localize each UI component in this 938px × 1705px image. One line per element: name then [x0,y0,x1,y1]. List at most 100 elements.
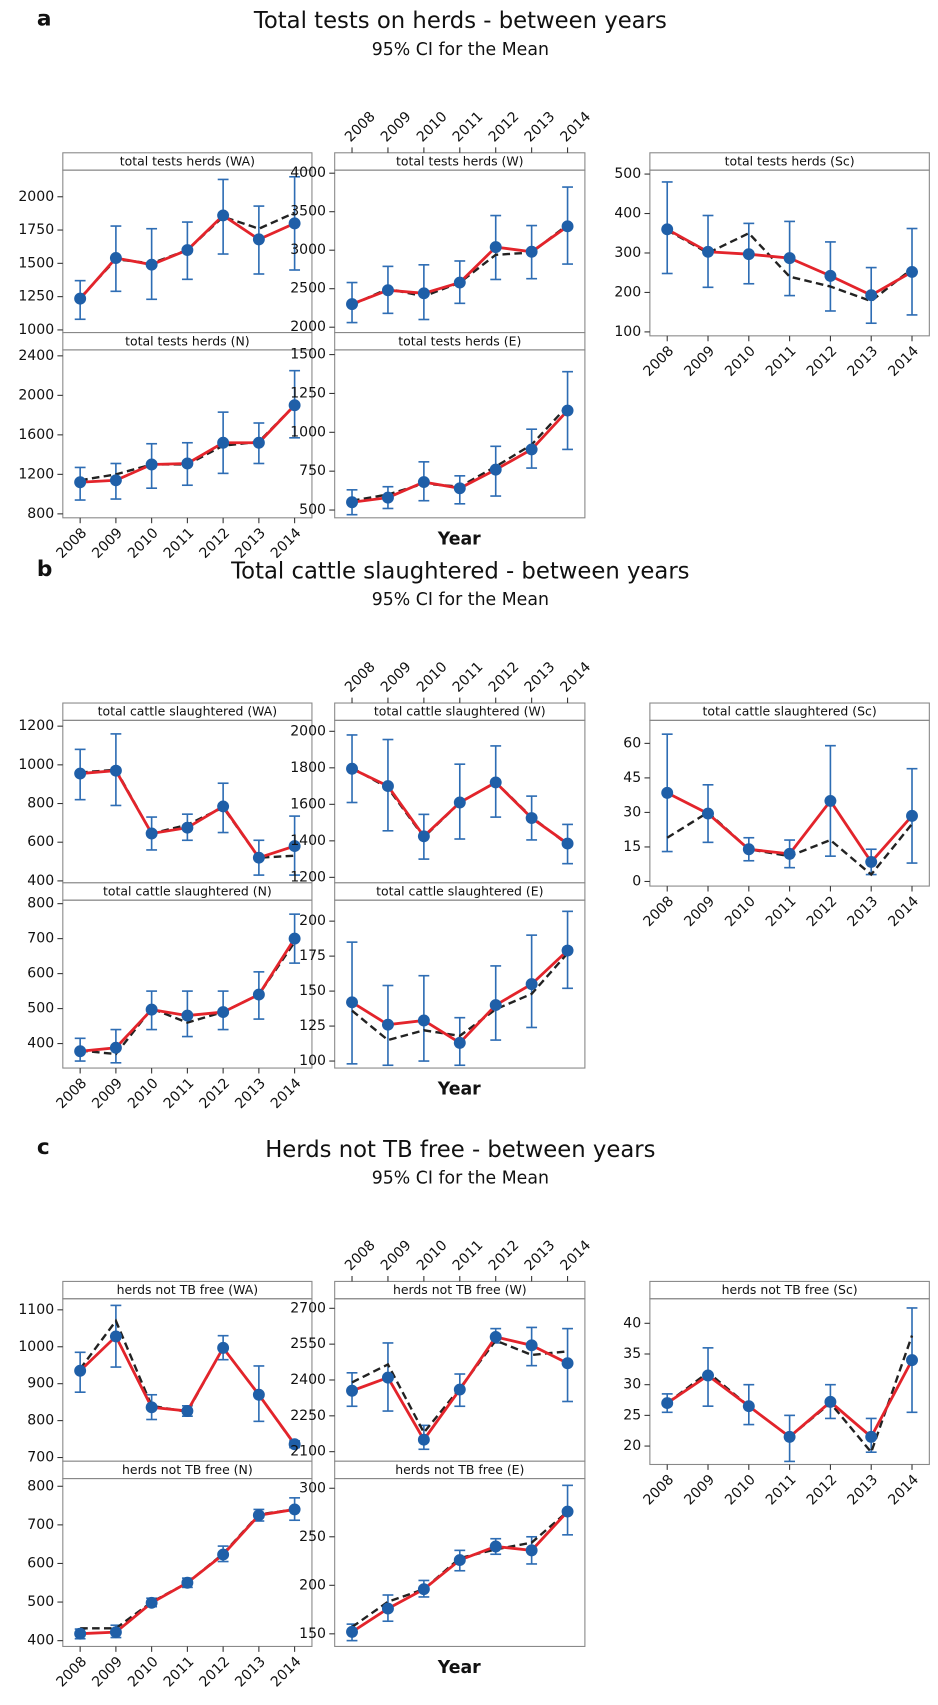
mean-marker [702,245,714,258]
x-tick-label: 2009 [681,893,718,930]
y-tick-label: 500 [27,1594,54,1610]
mean-marker [865,1430,878,1443]
x-tick-label: 2008 [342,1237,379,1274]
x-tick-label: 2010 [125,1654,162,1691]
mean-marker [561,944,574,957]
y-tick-label: 1250 [290,385,326,401]
mean-marker [783,1430,796,1443]
mean-marker [865,855,878,868]
x-tick-label: 2010 [414,659,451,696]
section-subtitle: 95% CI for the Mean [372,590,549,610]
x-tick-label: 2011 [161,525,198,562]
strip-title: total cattle slaughtered (Sc) [703,704,877,719]
mean-marker [109,1330,122,1343]
x-tick-label: 2013 [845,343,882,380]
x-tick-label: 2013 [232,1075,269,1112]
mean-marker [252,1509,265,1522]
y-tick-label: 700 [27,931,54,947]
x-tick-label: 2013 [232,525,269,562]
mean-marker [145,1003,158,1016]
mean-marker [661,1397,674,1410]
mean-marker [74,476,87,489]
mean-marker [252,1388,265,1401]
plot-frame [62,899,313,1069]
mean-marker [252,988,265,1001]
y-tick-label: 0 [632,873,641,889]
mean-marker [288,1438,301,1451]
mean-marker [217,1548,230,1561]
x-tick-label: 2012 [486,109,523,146]
y-tick-label: 30 [623,804,641,820]
mean-marker [217,1006,230,1019]
mean-marker [252,436,265,449]
mean-marker [453,276,466,289]
mean-marker [74,1045,87,1058]
y-tick-label: 2000 [290,319,326,335]
y-tick-label: 1500 [18,255,54,271]
x-tick-label: 2009 [681,343,718,380]
x-tick-label: 2014 [268,1075,305,1112]
x-tick-label: 2012 [486,659,523,696]
x-tick-label: 2013 [232,1654,269,1691]
mean-marker [702,1369,714,1382]
y-tick-label: 800 [27,896,54,912]
x-tick-label: 2009 [378,109,415,146]
strip-title: total tests herds (W) [396,153,523,168]
mean-marker [417,1433,430,1446]
panel-label: a [37,7,52,32]
mean-marker [288,932,301,945]
mean-marker [489,776,502,789]
y-tick-label: 45 [623,770,641,786]
mean-marker [381,491,394,504]
mean-marker [453,1383,466,1396]
mean-marker [525,978,538,991]
y-tick-label: 800 [27,1478,54,1494]
mean-marker [489,463,502,476]
x-tick-label: 2013 [522,109,559,146]
mean-marker [181,1576,194,1589]
x-tick-label: 2011 [450,109,487,146]
x-tick-label: 2011 [450,1237,487,1274]
mean-marker [489,1540,502,1553]
y-tick-label: 1200 [18,718,54,734]
y-tick-label: 500 [299,502,326,518]
mean-marker [181,821,194,834]
mean-marker [145,1401,158,1414]
x-tick-label: 2008 [342,659,379,696]
y-tick-label: 2000 [18,387,54,403]
x-tick-label: 2008 [641,1472,678,1509]
y-tick-label: 300 [299,1480,326,1496]
x-tick-label: 2011 [763,893,800,930]
x-tick-label: 2013 [845,893,882,930]
strip-title: total cattle slaughtered (N) [103,884,272,899]
y-tick-label: 1750 [18,222,54,238]
y-tick-label: 2400 [18,348,54,364]
mean-marker [217,800,230,813]
mean-marker [661,786,674,799]
strip-title: total cattle slaughtered (WA) [98,704,278,719]
mean-marker [181,457,194,470]
x-tick-label: 2010 [722,1472,759,1509]
y-tick-label: 400 [614,206,641,222]
x-axis-label: Year [437,1080,481,1100]
x-tick-label: 2014 [885,893,922,930]
mean-marker [783,252,796,265]
y-tick-label: 300 [614,245,641,261]
mean-marker [417,476,430,489]
y-tick-label: 2250 [290,1408,326,1424]
x-tick-label: 2010 [722,893,759,930]
x-tick-label: 2010 [414,1237,451,1274]
section-title: Total cattle slaughtered - between years [230,558,689,584]
mean-marker [453,796,466,809]
y-tick-label: 4000 [290,165,326,181]
mean-marker [525,245,538,258]
plot-frame [334,1478,586,1647]
x-tick-label: 2008 [53,1075,90,1112]
y-tick-label: 600 [27,1555,54,1571]
strip-title: total tests herds (N) [125,333,249,348]
mean-marker [742,843,755,856]
mean-marker [525,1544,538,1557]
mean-marker [217,1341,230,1354]
y-tick-label: 1500 [290,347,326,363]
